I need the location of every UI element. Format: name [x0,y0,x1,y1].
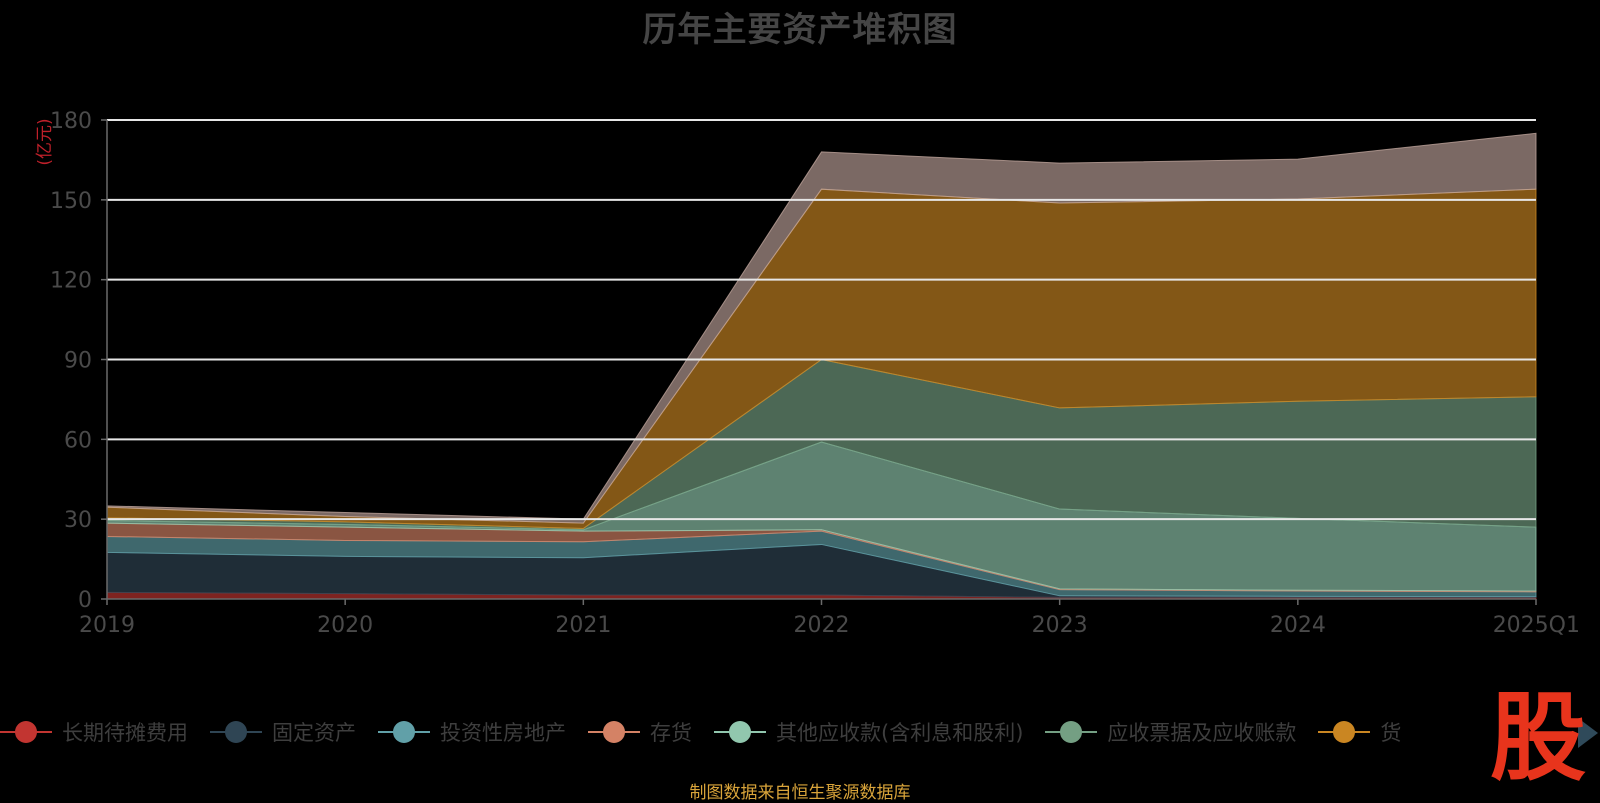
legend-marker-icon [588,720,640,744]
y-tick-label: 30 [64,508,92,533]
legend: 长期待摊费用 固定资产 投资性房地产 存货 其他应收款(含利息和股利) 应收票据及应收账款… [0,712,1500,752]
legend-marker-icon [714,720,766,744]
y-tick-label: 0 [78,588,92,613]
chart-title: 历年主要资产堆积图 [642,10,958,50]
y-tick-label: 180 [50,109,92,134]
legend-label: 货 [1380,721,1402,745]
x-tick-label: 2021 [555,613,611,638]
legend-item[interactable]: 应收票据及应收账款 [1045,712,1296,752]
x-tick-label: 2025Q1 [1493,613,1580,638]
y-tick-label: 120 [50,269,92,294]
y-tick-label: 90 [64,349,92,374]
x-tick-label: 2023 [1032,613,1088,638]
legend-marker-icon [0,720,52,744]
x-tick-label: 2019 [79,613,135,638]
axes-layer: 0 30 60 90 120 150 180 2019 2020 2021 2022 2023 2024… [50,109,1580,638]
legend-marker-icon [1318,720,1371,744]
legend-item[interactable]: 存货 [588,712,692,752]
y-tick-label: 150 [50,189,92,214]
y-tick-label: 60 [64,428,92,453]
area-series-layer [106,132,1537,600]
x-tick-label: 2020 [317,613,373,638]
legend-label: 投资性房地产 [440,721,566,745]
watermark-logo: 股 [1490,682,1586,794]
legend-label: 长期待摊费用 [62,721,188,745]
x-tick-label: 2024 [1270,613,1326,638]
legend-marker-icon [210,720,262,744]
legend-next-page-button[interactable] [1578,718,1598,748]
legend-marker-icon [1045,720,1098,744]
data-source-note: 制图数据来自恒生聚源数据库 [689,783,911,803]
legend-label: 应收票据及应收账款 [1107,721,1297,745]
legend-item[interactable]: 长期待摊费用 [0,712,188,752]
legend-item[interactable]: 固定资产 [210,712,356,752]
legend-label: 存货 [650,721,692,745]
legend-item[interactable]: 其他应收款(含利息和股利) [714,712,1023,752]
legend-marker-icon [378,720,430,744]
legend-label: 固定资产 [272,721,356,745]
legend-item[interactable]: 投资性房地产 [378,712,566,752]
y-axis-unit-label: (亿元) [35,118,55,165]
legend-label: 其他应收款(含利息和股利) [776,721,1024,745]
legend-item[interactable]: 货 [1318,712,1401,752]
gridlines-layer [107,119,1536,521]
x-tick-label: 2022 [794,613,850,638]
